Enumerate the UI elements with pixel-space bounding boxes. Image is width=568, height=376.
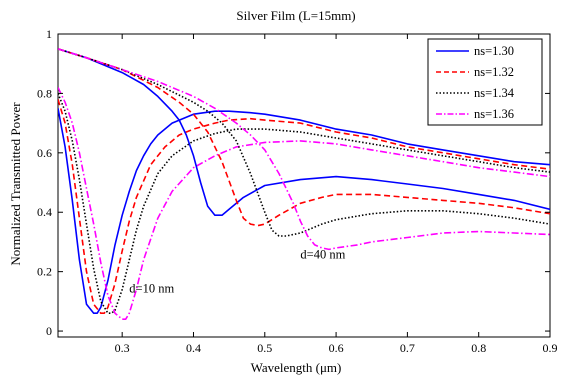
y-tick-label: 1 [46,27,52,41]
legend-label-ns130: ns=1.30 [474,44,514,58]
series-line-d40-130 [58,48,550,216]
y-tick-label: 0 [46,324,52,338]
x-tick-label: 0.3 [115,341,130,355]
series-line-d10-130 [58,108,550,314]
annotation-d10: d=10 nm [129,281,174,295]
x-tick-label: 0.7 [400,341,415,355]
y-axis-title: Normalized Transmitted Power [8,102,23,266]
legend-entry-ns136: ns=1.36 [436,107,514,121]
x-tick-label: 0.9 [543,341,558,355]
legend-entry-ns130: ns=1.30 [436,44,514,58]
y-tick-label: 0.2 [37,265,52,279]
legend-label-ns134: ns=1.34 [474,86,515,100]
series-line-d40-134 [58,48,550,237]
y-tick-label: 0.4 [37,205,52,219]
legend-label-ns132: ns=1.32 [474,65,514,79]
legend-label-ns136: ns=1.36 [474,107,514,121]
series-line-d40-136 [58,48,550,251]
y-tick-label: 0.6 [37,146,52,160]
annotation-d40: d=40 nm [300,247,345,261]
x-tick-label: 0.4 [186,341,201,355]
series-layer [58,48,550,320]
series-line-d10-136 [58,87,550,320]
ticks-layer: 0.3 0.4 0.5 0.6 0.7 0.8 0.9 0 0.2 0.4 0.6 0.8 1 [37,27,558,355]
legend-entry-ns134: ns=1.34 [436,86,515,100]
series-line-d10-132 [58,99,550,314]
x-tick-label: 0.8 [471,341,486,355]
series-line-d10-134 [58,93,550,314]
series-line-d40-132 [58,48,550,227]
chart-title: Silver Film (L=15mm) [236,8,355,23]
legend-entry-ns132: ns=1.32 [436,65,514,79]
legend: ns=1.30 ns=1.32 ns=1.34 ns=1.36 [427,38,543,126]
y-tick-label: 0.8 [37,86,52,100]
legend-box [427,38,543,126]
x-tick-label: 0.6 [329,341,344,355]
x-tick-label: 0.5 [257,341,272,355]
x-axis-title: Wavelength (μm) [251,360,342,375]
